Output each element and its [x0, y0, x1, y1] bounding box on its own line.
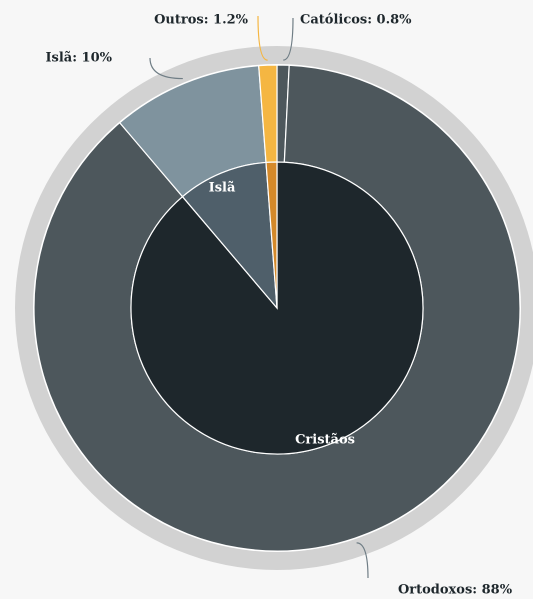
inner-label: Cristãos — [295, 433, 355, 448]
outer-label: Católicos: 0.8% — [300, 13, 412, 28]
inner-label: Islã — [209, 181, 236, 196]
outer-label: Islã: 10% — [45, 51, 112, 66]
outer-label: Outros: 1.2% — [154, 13, 249, 28]
page: Cristãos Islã Católicos: 0.8% Ortodoxos: 88… — [0, 0, 533, 599]
outer-label: Ortodoxos: 88% — [398, 583, 513, 598]
chart: Cristãos Islã Católicos: 0.8% Ortodoxos: 88… — [0, 0, 533, 599]
